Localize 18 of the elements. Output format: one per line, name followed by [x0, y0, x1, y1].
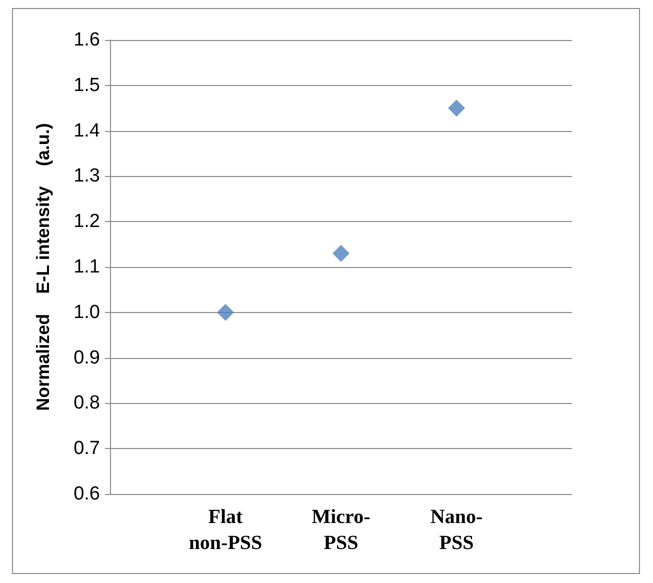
y-tick-label: 1.0 — [74, 302, 100, 323]
x-tick-label: Nano- PSS — [430, 506, 483, 554]
y-tick-label: 1.1 — [74, 256, 100, 278]
y-tick-label: 1.4 — [74, 120, 100, 142]
y-tick-label: 1.5 — [74, 74, 100, 96]
point — [448, 100, 465, 117]
y-tick-label: 0.6 — [74, 484, 100, 504]
x-tick-label: Micro- PSS — [312, 506, 370, 554]
point — [332, 244, 350, 262]
y-tick-label: 0.9 — [74, 347, 100, 368]
y-tick-label: 0.7 — [74, 438, 100, 460]
y-tick-label: 1.6 — [74, 30, 100, 50]
x-tick-label: Flat non-PSS — [188, 506, 262, 554]
y-tick-label: 0.8 — [74, 392, 100, 414]
point — [217, 304, 234, 321]
y-tick-label: 1.3 — [74, 166, 100, 187]
y-axis-title: Normalized E-L intensity (a.u.) — [33, 123, 53, 411]
y-tick-label: 1.2 — [74, 211, 100, 232]
